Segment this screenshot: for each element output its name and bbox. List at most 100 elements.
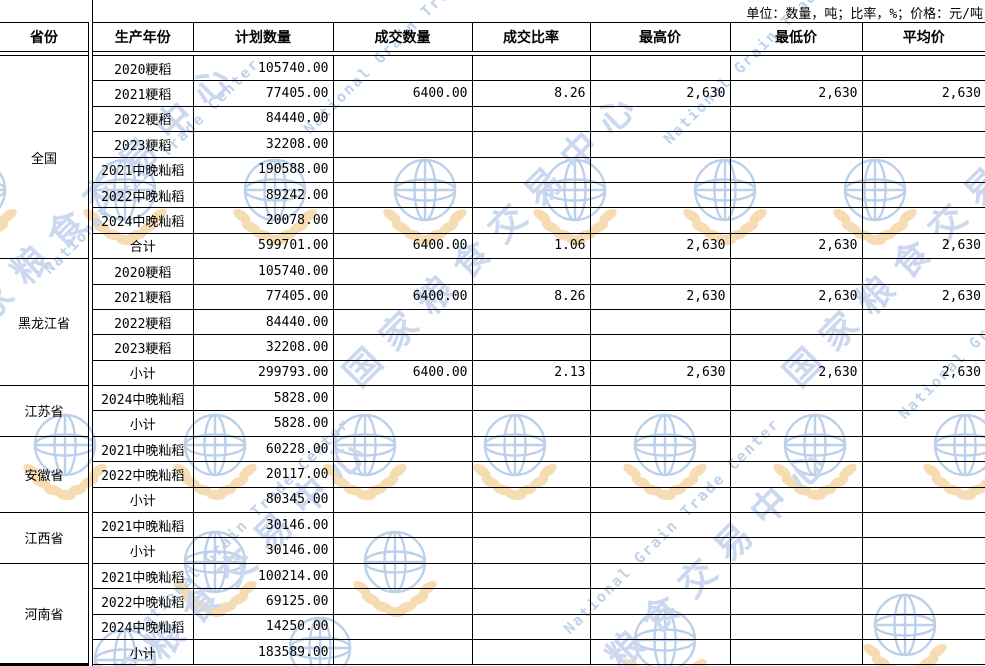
year-cell[interactable]: 2023粳稻: [93, 131, 194, 158]
province-cell[interactable]: 江苏省: [0, 385, 88, 437]
avg-price-cell[interactable]: [861, 54, 985, 82]
max-price-cell[interactable]: [589, 435, 731, 463]
province-cell[interactable]: 黑龙江省: [0, 258, 88, 387]
trade-ratio-cell[interactable]: [471, 385, 591, 412]
avg-price-cell[interactable]: 2,630: [861, 80, 985, 107]
planned-qty-cell[interactable]: 89242.00: [192, 181, 334, 209]
max-price-cell[interactable]: 2,630: [589, 232, 731, 260]
header-traded-qty[interactable]: 成交数量: [332, 22, 472, 52]
year-cell[interactable]: 小计: [93, 410, 194, 437]
max-price-cell[interactable]: [589, 537, 731, 564]
year-cell[interactable]: 2021中晚籼稻: [93, 512, 194, 539]
avg-price-cell[interactable]: [861, 435, 985, 463]
planned-qty-cell[interactable]: 77405.00: [192, 80, 334, 107]
max-price-cell[interactable]: [589, 638, 731, 666]
trade-ratio-cell[interactable]: [471, 207, 591, 234]
trade-ratio-cell[interactable]: 8.26: [471, 283, 591, 310]
avg-price-cell[interactable]: [861, 638, 985, 666]
traded-qty-cell[interactable]: [332, 435, 473, 463]
traded-qty-cell[interactable]: [332, 105, 473, 133]
avg-price-cell[interactable]: [861, 181, 985, 209]
min-price-cell[interactable]: 2,630: [729, 80, 863, 107]
traded-qty-cell[interactable]: [332, 54, 473, 82]
min-price-cell[interactable]: [729, 207, 863, 234]
planned-qty-cell[interactable]: 77405.00: [192, 283, 334, 310]
min-price-cell[interactable]: [729, 461, 863, 488]
avg-price-cell[interactable]: [861, 588, 985, 615]
planned-qty-cell[interactable]: 183589.00: [192, 638, 334, 666]
planned-qty-cell[interactable]: 105740.00: [192, 54, 334, 82]
trade-ratio-cell[interactable]: [471, 410, 591, 437]
planned-qty-cell[interactable]: 84440.00: [192, 308, 334, 336]
year-cell[interactable]: 小计: [93, 359, 194, 387]
max-price-cell[interactable]: [589, 461, 731, 488]
trade-ratio-cell[interactable]: 1.06: [471, 232, 591, 260]
trade-ratio-cell[interactable]: [471, 308, 591, 336]
min-price-cell[interactable]: [729, 562, 863, 590]
trade-ratio-cell[interactable]: [471, 461, 591, 488]
header-planned-qty[interactable]: 计划数量: [192, 22, 333, 52]
max-price-cell[interactable]: [589, 181, 731, 209]
max-price-cell[interactable]: [589, 562, 731, 590]
avg-price-cell[interactable]: 2,630: [861, 283, 985, 310]
traded-qty-cell[interactable]: [332, 613, 473, 640]
trade-ratio-cell[interactable]: 8.26: [471, 80, 591, 107]
planned-qty-cell[interactable]: 5828.00: [192, 385, 334, 412]
trade-ratio-cell[interactable]: [471, 258, 591, 285]
min-price-cell[interactable]: [729, 435, 863, 463]
trade-ratio-cell[interactable]: [471, 435, 591, 463]
traded-qty-cell[interactable]: [332, 131, 473, 158]
year-cell[interactable]: 2020粳稻: [93, 54, 194, 82]
avg-price-cell[interactable]: [861, 385, 985, 412]
traded-qty-cell[interactable]: 6400.00: [332, 232, 473, 260]
trade-ratio-cell[interactable]: [471, 105, 591, 133]
planned-qty-cell[interactable]: 5828.00: [192, 410, 334, 437]
traded-qty-cell[interactable]: [332, 461, 473, 488]
max-price-cell[interactable]: [589, 105, 731, 133]
min-price-cell[interactable]: [729, 613, 863, 640]
min-price-cell[interactable]: [729, 308, 863, 336]
year-cell[interactable]: 2021粳稻: [93, 80, 194, 107]
avg-price-cell[interactable]: [861, 537, 985, 564]
planned-qty-cell[interactable]: 30146.00: [192, 512, 334, 539]
planned-qty-cell[interactable]: 32208.00: [192, 334, 334, 361]
header-max-price[interactable]: 最高价: [589, 22, 730, 52]
min-price-cell[interactable]: 2,630: [729, 283, 863, 310]
header-min-price[interactable]: 最低价: [729, 22, 862, 52]
province-cell[interactable]: 安徽省: [0, 435, 88, 514]
max-price-cell[interactable]: 2,630: [589, 359, 731, 387]
trade-ratio-cell[interactable]: [471, 512, 591, 539]
planned-qty-cell[interactable]: 100214.00: [192, 562, 334, 590]
planned-qty-cell[interactable]: 105740.00: [192, 258, 334, 285]
avg-price-cell[interactable]: 2,630: [861, 232, 985, 260]
trade-ratio-cell[interactable]: [471, 334, 591, 361]
max-price-cell[interactable]: [589, 588, 731, 615]
traded-qty-cell[interactable]: [332, 156, 473, 183]
max-price-cell[interactable]: [589, 156, 731, 183]
year-cell[interactable]: 2024中晚籼稻: [93, 613, 194, 640]
planned-qty-cell[interactable]: 20078.00: [192, 207, 334, 234]
planned-qty-cell[interactable]: 20117.00: [192, 461, 334, 488]
min-price-cell[interactable]: [729, 588, 863, 615]
traded-qty-cell[interactable]: [332, 334, 473, 361]
avg-price-cell[interactable]: [861, 156, 985, 183]
traded-qty-cell[interactable]: [332, 512, 473, 539]
min-price-cell[interactable]: [729, 131, 863, 158]
traded-qty-cell[interactable]: 6400.00: [332, 359, 473, 387]
avg-price-cell[interactable]: [861, 562, 985, 590]
avg-price-cell[interactable]: [861, 207, 985, 234]
planned-qty-cell[interactable]: 69125.00: [192, 588, 334, 615]
traded-qty-cell[interactable]: [332, 537, 473, 564]
header-avg-price[interactable]: 平均价: [861, 22, 985, 52]
planned-qty-cell[interactable]: 32208.00: [192, 131, 334, 158]
traded-qty-cell[interactable]: [332, 181, 473, 209]
year-cell[interactable]: 2020粳稻: [93, 258, 194, 285]
year-cell[interactable]: 2022中晚籼稻: [93, 181, 194, 209]
trade-ratio-cell[interactable]: [471, 588, 591, 615]
traded-qty-cell[interactable]: [332, 486, 473, 514]
traded-qty-cell[interactable]: [332, 258, 473, 285]
year-cell[interactable]: 2022中晚籼稻: [93, 461, 194, 488]
planned-qty-cell[interactable]: 190588.00: [192, 156, 334, 183]
max-price-cell[interactable]: [589, 131, 731, 158]
max-price-cell[interactable]: [589, 486, 731, 514]
